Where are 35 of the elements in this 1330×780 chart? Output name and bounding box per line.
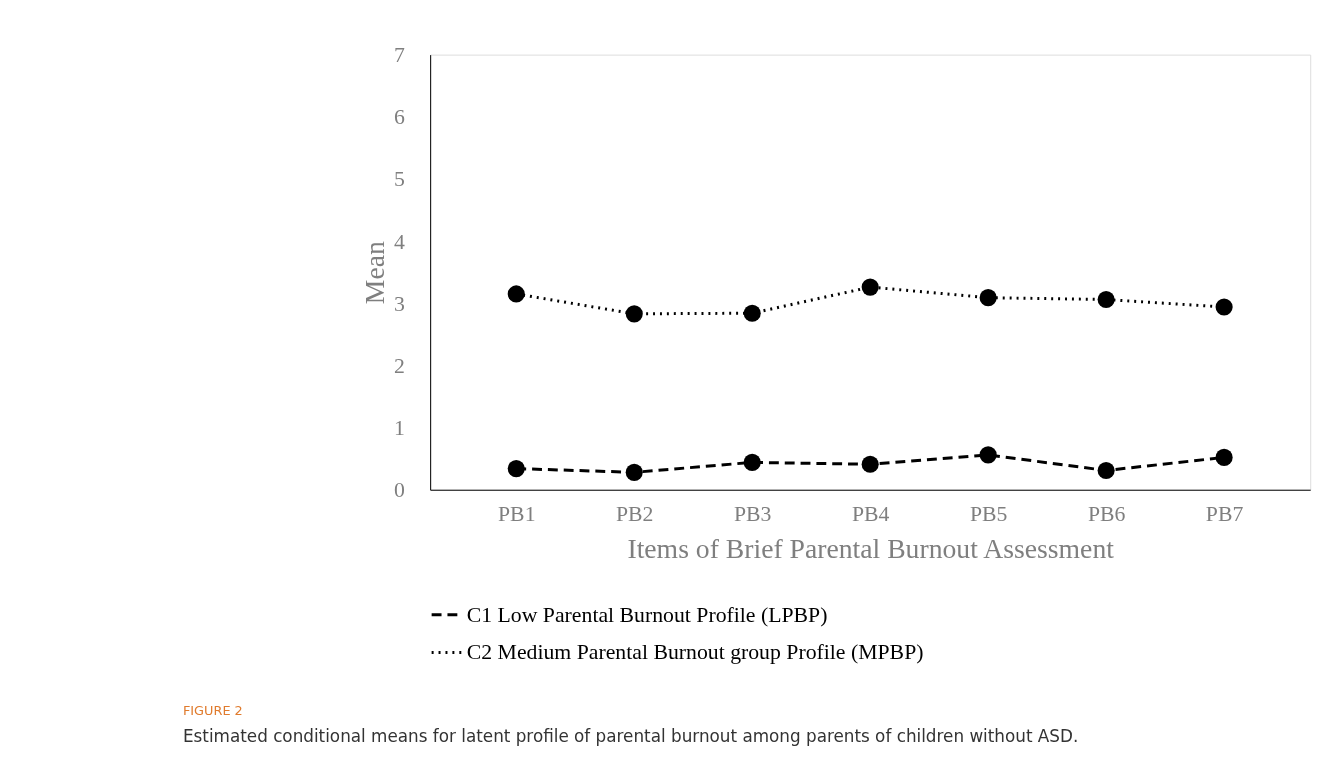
- y-tick-label: 7: [394, 43, 406, 68]
- point: [507, 285, 525, 303]
- x-tick-label: PB4: [851, 501, 890, 526]
- y-tick-label: 4: [394, 229, 406, 254]
- x-tick-label: PB6: [1087, 501, 1126, 526]
- text: Estimated conditional means for latent profile of parental burnout among parents of children without ASD.: [182, 725, 1079, 746]
- point: [743, 453, 761, 471]
- point: [1097, 290, 1115, 309]
- caption: FIGURE 2: [182, 703, 243, 719]
- y-tick-label: 6: [394, 105, 406, 130]
- x-tick-label: PB2: [615, 501, 654, 526]
- x-axis-title: Items of Brief Parental Burnout Assessment: [627, 533, 1115, 565]
- x-tick-label: PB1: [498, 501, 536, 526]
- point: [743, 304, 761, 322]
- point: [861, 278, 879, 296]
- y-tick-label: 3: [394, 291, 406, 316]
- point: [979, 446, 997, 464]
- y-tick-label: 2: [394, 353, 405, 378]
- x-tick-label: PB5: [969, 501, 1008, 526]
- point: [625, 305, 643, 323]
- point: [1215, 448, 1233, 466]
- point: [507, 460, 525, 478]
- point: [1097, 461, 1115, 480]
- x-tick-label: PB7: [1205, 501, 1244, 526]
- y-tick-label: 0: [394, 478, 406, 503]
- y-tick-label: 5: [394, 167, 406, 192]
- point: [979, 289, 997, 307]
- x-tick-label: PB3: [733, 501, 772, 526]
- y-tick-label: 1: [394, 415, 405, 440]
- y-axis-title: Mean: [359, 241, 391, 305]
- point: [1215, 298, 1233, 316]
- point: [861, 455, 879, 473]
- legend-label: C2 Medium Parental Burnout group Profile (MPBP): [466, 640, 924, 665]
- legend-label: C1 Low Parental Burnout Profile (LPBP): [466, 602, 828, 627]
- point: [625, 463, 643, 481]
